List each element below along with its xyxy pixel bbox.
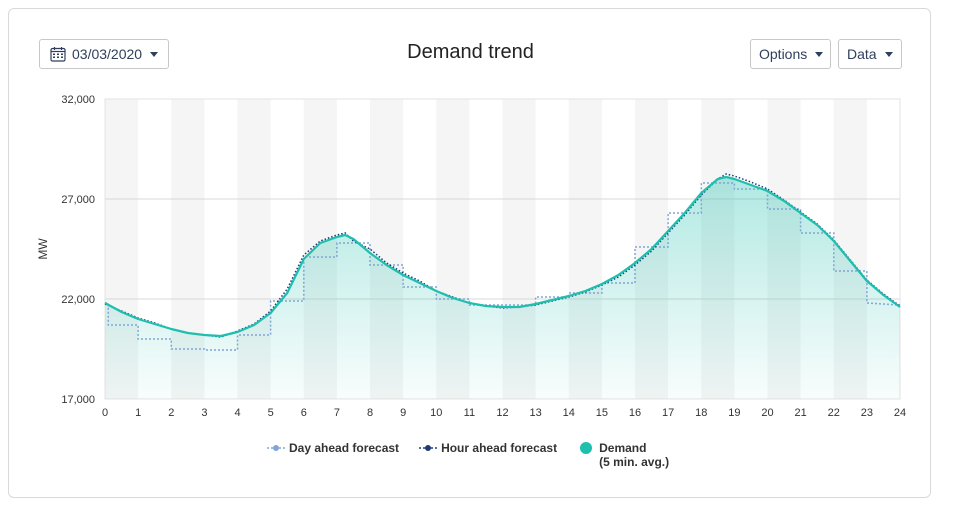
x-tick-label: 3	[201, 407, 207, 419]
y-tick-label: 27,000	[61, 194, 95, 206]
day-ahead-forecast-line	[105, 182, 901, 351]
x-tick-label: 1	[135, 407, 141, 419]
x-tick-label: 14	[563, 407, 575, 419]
x-tick-label: 21	[795, 407, 807, 419]
calendar-icon	[50, 47, 66, 62]
x-tick-label: 7	[334, 407, 340, 419]
legend-label-hour-ahead: Hour ahead forecast	[441, 441, 558, 455]
legend-symbol-hour-ahead	[419, 445, 438, 451]
x-tick-label: 4	[234, 407, 240, 419]
x-tick-label: 11	[464, 407, 475, 419]
legend-symbol-demand	[580, 442, 593, 454]
x-tick-label: 12	[496, 407, 508, 419]
legend-item-day-ahead[interactable]: Day ahead forecast	[267, 441, 399, 469]
x-tick-label: 16	[629, 407, 641, 419]
x-tick-label: 10	[430, 407, 442, 419]
chart-card: 03/03/2020 Demand trend Options Data 17,…	[8, 8, 931, 498]
x-tick-label: 22	[828, 407, 840, 419]
options-label: Options	[759, 46, 808, 62]
data-label: Data	[847, 46, 877, 62]
x-tick-label: 24	[894, 407, 906, 419]
y-tick-label: 17,000	[61, 394, 95, 406]
chart-legend: Day ahead forecast Hour ahead forecast D…	[267, 441, 689, 469]
x-tick-label: 6	[301, 407, 307, 419]
legend-label-demand-line1: Demand	[599, 441, 647, 455]
demand-area	[105, 177, 900, 399]
chevron-down-icon	[884, 51, 893, 57]
x-tick-label: 23	[861, 407, 873, 419]
x-tick-label: 19	[728, 407, 740, 419]
chevron-down-icon	[150, 51, 159, 57]
legend-item-hour-ahead[interactable]: Hour ahead forecast	[419, 441, 557, 469]
y-tick-label: 32,000	[61, 94, 95, 106]
x-tick-label: 0	[102, 407, 108, 419]
x-tick-label: 20	[761, 407, 773, 419]
x-tick-label: 17	[662, 407, 674, 419]
demand-line	[104, 175, 901, 338]
legend-label-day-ahead: Day ahead forecast	[289, 441, 400, 455]
legend-label-demand: Demand (5 min. avg.)	[599, 441, 669, 469]
date-label: 03/03/2020	[72, 46, 143, 62]
x-tick-label: 18	[695, 407, 707, 419]
x-tick-label: 2	[168, 407, 174, 419]
x-tick-label: 8	[367, 407, 373, 419]
date-picker-button[interactable]: 03/03/2020	[39, 39, 169, 69]
x-tick-label: 15	[596, 407, 608, 419]
y-axis-label: MW	[36, 238, 50, 260]
legend-item-demand[interactable]: Demand (5 min. avg.)	[577, 441, 669, 469]
x-tick-label: 9	[400, 407, 406, 419]
chevron-down-icon	[815, 51, 824, 57]
data-button[interactable]: Data	[838, 39, 902, 69]
y-tick-label: 22,000	[61, 294, 95, 306]
options-button[interactable]: Options	[750, 39, 831, 69]
x-tick-label: 5	[268, 407, 274, 419]
legend-symbol-day-ahead	[267, 445, 285, 451]
x-tick-label: 13	[530, 407, 542, 419]
legend-label-demand-line2: (5 min. avg.)	[599, 455, 670, 469]
chart-title: Demand trend	[407, 41, 534, 63]
